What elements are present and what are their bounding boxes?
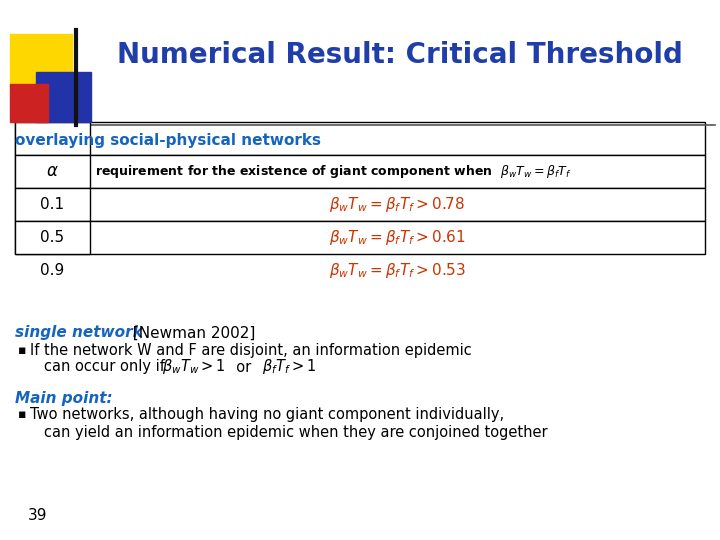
Bar (15, 155, 705, 188)
Text: If the network W and F are disjoint, an information epidemic: If the network W and F are disjoint, an … (30, 342, 472, 357)
Bar (36, 72, 91, 122)
Text: overlaying social-physical networks: overlaying social-physical networks (15, 132, 321, 147)
Text: can occur only if: can occur only if (44, 360, 165, 375)
Text: or: or (227, 360, 261, 375)
Bar (15, 188, 705, 221)
Bar (15, 155, 90, 188)
Text: Two networks, although having no giant component individually,: Two networks, although having no giant c… (30, 408, 504, 422)
Text: 0.1: 0.1 (40, 197, 65, 212)
Bar (15, 221, 90, 254)
Text: $\beta_f T_f > 1$: $\beta_f T_f > 1$ (262, 357, 316, 376)
Text: requirement for the existence of giant component when  $\beta_w T_w = \beta_f T_: requirement for the existence of giant c… (95, 163, 572, 180)
Text: $\alpha$: $\alpha$ (46, 163, 59, 180)
Text: ▪: ▪ (18, 343, 27, 356)
Text: $\beta_w T_w > 1$: $\beta_w T_w > 1$ (162, 357, 226, 376)
Text: $\beta_w T_w = \beta_f T_f > 0.78$: $\beta_w T_w = \beta_f T_f > 0.78$ (330, 195, 466, 214)
Text: $\beta_w T_w = \beta_f T_f > 0.53$: $\beta_w T_w = \beta_f T_f > 0.53$ (329, 261, 466, 280)
Text: can yield an information epidemic when they are conjoined together: can yield an information epidemic when t… (44, 424, 548, 440)
Text: 39: 39 (28, 508, 48, 523)
Text: [Newman 2002]: [Newman 2002] (123, 326, 256, 341)
Bar (15, 188, 90, 221)
Bar (15, 122, 705, 155)
Text: single network: single network (15, 326, 143, 341)
Text: 0.9: 0.9 (40, 263, 65, 278)
Text: $\beta_w T_w = \beta_f T_f > 0.61$: $\beta_w T_w = \beta_f T_f > 0.61$ (329, 228, 466, 247)
Text: Numerical Result: Critical Threshold: Numerical Result: Critical Threshold (117, 41, 683, 69)
Bar (15, 122, 90, 155)
Text: Main point:: Main point: (15, 390, 112, 406)
Text: ▪: ▪ (18, 408, 27, 422)
Bar (15, 221, 705, 254)
Text: 0.5: 0.5 (40, 230, 65, 245)
Bar (10, 84, 48, 122)
Bar (10, 34, 72, 92)
